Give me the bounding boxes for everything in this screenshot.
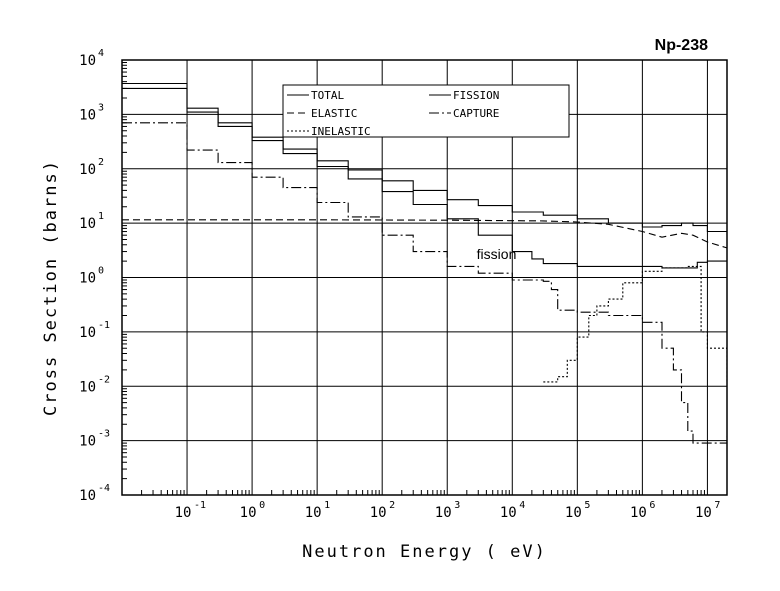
y-tick-exponent: -4 xyxy=(98,483,110,494)
y-tick-exponent: 3 xyxy=(98,102,104,113)
x-tick-label: 10 xyxy=(565,505,582,521)
y-tick-exponent: -2 xyxy=(98,374,110,385)
legend-box xyxy=(282,84,570,138)
legend: TOTAL FISSION ELASTIC CAPTURE INELASTIC xyxy=(282,84,570,138)
x-tick-label: 10 xyxy=(695,505,712,521)
legend-label-total: TOTAL xyxy=(311,89,344,102)
y-tick-label: 10 xyxy=(79,379,96,395)
series-line-elastic xyxy=(122,219,727,249)
y-tick-label: 10 xyxy=(79,53,96,69)
y-tick-label: 10 xyxy=(79,271,96,287)
series-line-total xyxy=(122,82,727,236)
y-axis-label: Cross Section (barns) xyxy=(41,159,61,416)
y-tick-exponent: 2 xyxy=(98,157,104,168)
chart-title: Np-238 xyxy=(655,37,708,54)
x-tick-exponent: 3 xyxy=(454,500,460,511)
y-tick-exponent: -1 xyxy=(98,320,110,331)
x-tick-exponent: 7 xyxy=(714,500,720,511)
legend-label-elastic: ELASTIC xyxy=(311,107,357,120)
legend-label-inelastic: INELASTIC xyxy=(311,125,371,138)
x-tick-label: 10 xyxy=(630,505,647,521)
x-tick-label: 10 xyxy=(305,505,322,521)
y-tick-label: 10 xyxy=(79,488,96,504)
x-tick-labels: 10 -1 10 0 10 1 10 2 10 3 10 4 10 5 10 6 10 7 xyxy=(175,500,721,521)
x-tick-exponent: 5 xyxy=(584,500,590,511)
y-tick-exponent: -3 xyxy=(98,429,110,440)
series-line-inelastic xyxy=(543,265,727,383)
x-tick-exponent: 0 xyxy=(259,500,265,511)
x-tick-label: 10 xyxy=(500,505,517,521)
legend-label-fission: FISSION xyxy=(453,89,499,102)
series-line-capture xyxy=(122,122,727,444)
plot-frame xyxy=(121,59,728,496)
y-tick-exponent: 1 xyxy=(98,211,104,222)
x-tick-exponent: 1 xyxy=(324,500,330,511)
x-tick-exponent: 6 xyxy=(649,500,655,511)
x-tick-label: 10 xyxy=(370,505,387,521)
x-tick-exponent: 2 xyxy=(389,500,395,511)
y-tick-label: 10 xyxy=(79,162,96,178)
y-tick-exponent: 4 xyxy=(98,48,104,59)
series-lines xyxy=(122,82,727,444)
x-tick-label: 10 xyxy=(175,505,192,521)
x-tick-label: 10 xyxy=(240,505,257,521)
y-tick-label: 10 xyxy=(79,325,96,341)
x-tick-label: 10 xyxy=(435,505,452,521)
y-tick-exponent: 0 xyxy=(98,266,104,277)
y-tick-label: 10 xyxy=(79,434,96,450)
x-tick-exponent: 4 xyxy=(519,500,525,511)
legend-label-capture: CAPTURE xyxy=(453,107,499,120)
annotation-fission: fission xyxy=(477,246,517,262)
x-tick-exponent: -1 xyxy=(194,500,206,511)
y-tick-label: 10 xyxy=(79,107,96,123)
y-tick-label: 10 xyxy=(79,216,96,232)
x-axis-label: Neutron Energy ( eV) xyxy=(302,542,547,562)
annotations: fission xyxy=(477,246,517,262)
